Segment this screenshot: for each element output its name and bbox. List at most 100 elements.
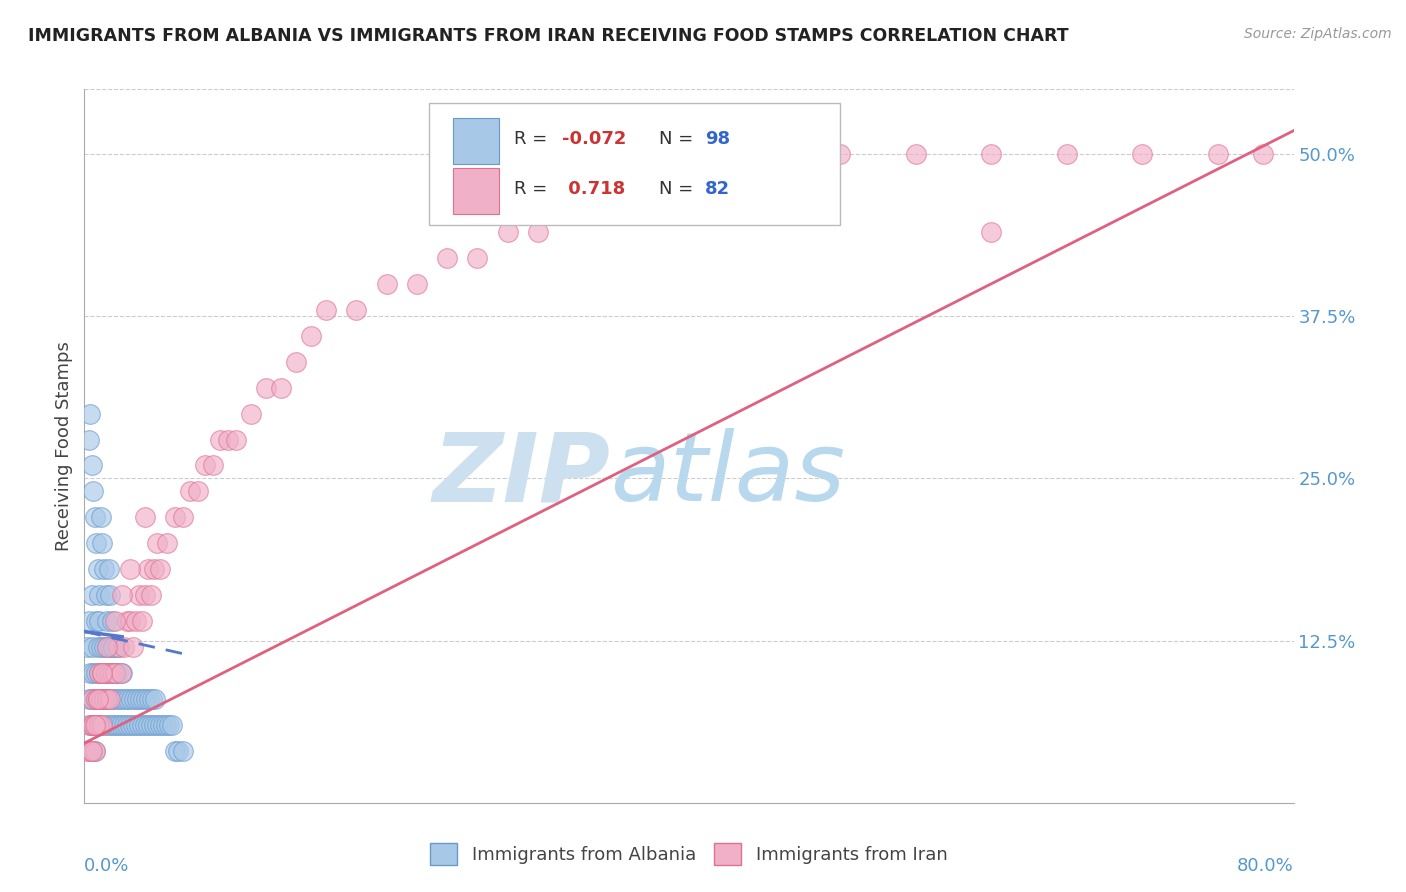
Point: [155, 718, 177, 732]
Point: [115, 718, 138, 732]
Point: [107, 666, 129, 681]
Point: [82, 718, 104, 732]
Text: -0.072: -0.072: [562, 130, 626, 148]
Point: [209, 433, 232, 447]
Point: [86, 614, 108, 628]
Point: [315, 302, 337, 317]
Point: [108, 640, 131, 654]
Point: [98, 640, 121, 654]
Point: [406, 277, 429, 291]
Point: [980, 225, 1002, 239]
Point: [86, 536, 108, 550]
Point: [87, 692, 110, 706]
Point: [91, 666, 114, 681]
Point: [157, 718, 180, 732]
Point: [104, 666, 127, 681]
Point: [467, 251, 489, 265]
Point: [80, 692, 103, 706]
Point: [217, 433, 239, 447]
Point: [127, 692, 149, 706]
Point: [89, 718, 111, 732]
Legend: Immigrants from Albania, Immigrants from Iran: Immigrants from Albania, Immigrants from…: [423, 836, 955, 872]
Point: [76, 744, 98, 758]
Point: [149, 718, 172, 732]
Point: [77, 692, 100, 706]
Text: ZIP: ZIP: [433, 428, 610, 521]
Point: [80, 692, 103, 706]
Point: [97, 718, 120, 732]
Text: 80.0%: 80.0%: [1237, 857, 1294, 875]
Point: [131, 614, 153, 628]
FancyBboxPatch shape: [453, 118, 499, 164]
Point: [146, 718, 169, 732]
Text: R =: R =: [513, 180, 553, 198]
Point: [89, 718, 111, 732]
Point: [89, 614, 111, 628]
Point: [80, 744, 103, 758]
Point: [87, 562, 110, 576]
Point: [93, 692, 115, 706]
Point: [100, 666, 122, 681]
Point: [110, 718, 132, 732]
Point: [91, 718, 114, 732]
Point: [90, 692, 112, 706]
FancyBboxPatch shape: [429, 103, 841, 225]
Point: [97, 562, 120, 576]
Point: [299, 328, 322, 343]
Point: [194, 458, 217, 473]
Point: [121, 640, 143, 654]
Point: [84, 692, 107, 706]
Point: [225, 433, 247, 447]
Point: [77, 718, 100, 732]
Point: [122, 692, 145, 706]
Point: [90, 510, 112, 524]
Point: [110, 666, 132, 681]
Point: [172, 744, 194, 758]
Point: [125, 718, 148, 732]
Point: [118, 718, 141, 732]
Text: N =: N =: [659, 180, 699, 198]
Point: [105, 692, 128, 706]
Point: [96, 640, 118, 654]
Point: [131, 718, 153, 732]
Point: [87, 692, 110, 706]
Point: [165, 510, 187, 524]
Point: [96, 692, 118, 706]
Point: [678, 173, 700, 187]
Point: [104, 666, 127, 681]
Point: [136, 718, 159, 732]
Point: [129, 692, 152, 706]
Point: [134, 510, 156, 524]
Point: [80, 744, 103, 758]
Point: [86, 718, 108, 732]
Point: [709, 147, 731, 161]
Point: [101, 640, 124, 654]
Point: [111, 692, 134, 706]
Point: [152, 718, 174, 732]
Point: [96, 692, 118, 706]
Point: [86, 718, 108, 732]
Y-axis label: Receiving Food Stamps: Receiving Food Stamps: [55, 341, 73, 551]
Point: [201, 458, 224, 473]
Point: [101, 692, 124, 706]
Point: [84, 744, 107, 758]
Point: [100, 718, 122, 732]
Point: [94, 718, 117, 732]
Point: [139, 718, 162, 732]
Point: [156, 536, 179, 550]
Point: [172, 510, 194, 524]
Point: [100, 666, 122, 681]
Text: IMMIGRANTS FROM ALBANIA VS IMMIGRANTS FROM IRAN RECEIVING FOOD STAMPS CORRELATIO: IMMIGRANTS FROM ALBANIA VS IMMIGRANTS FR…: [28, 27, 1069, 45]
Point: [89, 666, 111, 681]
Point: [134, 588, 156, 602]
Point: [125, 614, 148, 628]
Point: [738, 147, 761, 161]
Point: [80, 718, 103, 732]
Point: [82, 484, 104, 499]
Point: [94, 666, 117, 681]
Point: [132, 692, 155, 706]
Text: R =: R =: [513, 130, 553, 148]
Point: [104, 614, 127, 628]
Point: [114, 692, 136, 706]
Point: [104, 666, 127, 681]
